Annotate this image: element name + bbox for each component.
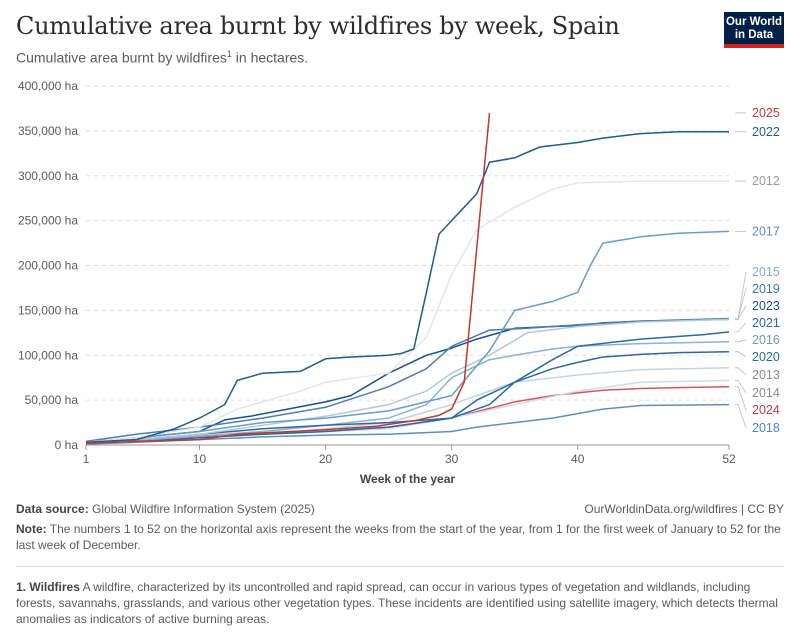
end-label-connector bbox=[735, 288, 747, 319]
series-line-2017[interactable] bbox=[85, 230, 730, 444]
series-line-2025[interactable] bbox=[85, 112, 491, 444]
source-text[interactable]: Global Wildfire Information System (2025… bbox=[88, 502, 315, 516]
series-line-2016[interactable] bbox=[85, 341, 730, 444]
grid-lines bbox=[86, 85, 729, 446]
end-label-connector bbox=[735, 305, 747, 320]
x-axis-ticks: 1 10 20 30 40 52 bbox=[83, 444, 736, 466]
series-label-2018[interactable]: 2018 bbox=[752, 421, 780, 435]
series-line-2012[interactable] bbox=[85, 180, 729, 444]
x-tick-label: 30 bbox=[445, 452, 459, 466]
series-label-2013[interactable]: 2013 bbox=[752, 368, 780, 382]
end-label-connector bbox=[735, 380, 747, 394]
series-label-2025[interactable]: 2025 bbox=[752, 106, 780, 120]
y-axis-ticks: 0 ha 50,000 ha 100,000 ha 150,000 ha 200,000… bbox=[18, 79, 78, 452]
series-label-2019[interactable]: 2019 bbox=[752, 282, 780, 296]
series-label-2023[interactable]: 2023 bbox=[752, 299, 780, 313]
logo-line-1: Our World bbox=[725, 16, 782, 28]
logo-line-2: in Data bbox=[734, 29, 774, 41]
series-label-2015[interactable]: 2015 bbox=[752, 265, 780, 279]
end-label-connector bbox=[735, 386, 747, 411]
series-label-2014[interactable]: 2014 bbox=[752, 386, 780, 400]
data-source: Data source: Global Wildfire Information… bbox=[16, 502, 784, 516]
footer-divider bbox=[16, 566, 784, 567]
series-lines[interactable] bbox=[85, 112, 730, 445]
series-line-2022[interactable] bbox=[85, 131, 729, 444]
y-tick-label: 50,000 ha bbox=[25, 393, 79, 407]
footnote-text: A wildfire, characterized by its uncontr… bbox=[16, 580, 778, 626]
series-label-2012[interactable]: 2012 bbox=[752, 174, 780, 188]
footnote-label: 1. Wildfires bbox=[16, 580, 80, 594]
y-tick-label: 300,000 ha bbox=[18, 169, 78, 183]
end-label-connector bbox=[735, 351, 747, 358]
x-tick-label: 52 bbox=[722, 452, 736, 466]
end-label-connector bbox=[735, 404, 747, 429]
x-tick-label: 40 bbox=[571, 452, 585, 466]
x-axis-label: Week of the year bbox=[360, 472, 455, 486]
series-label-2022[interactable]: 2022 bbox=[752, 125, 780, 139]
y-tick-label: 400,000 ha bbox=[18, 79, 78, 93]
series-label-2020[interactable]: 2020 bbox=[752, 350, 780, 364]
note-label: Note: bbox=[16, 522, 47, 536]
series-line-2013[interactable] bbox=[85, 367, 730, 444]
y-tick-label: 0 ha bbox=[55, 438, 79, 452]
owid-logo[interactable]: Our World in Data bbox=[724, 12, 784, 48]
end-label-connector bbox=[735, 322, 747, 333]
subtitle-suffix: in hectares. bbox=[231, 49, 309, 66]
chart-subtitle: Cumulative area burnt by wildfires1 in h… bbox=[16, 49, 308, 66]
x-tick-label: 10 bbox=[193, 452, 207, 466]
chart-title: Cumulative area burnt by wildfires by we… bbox=[16, 12, 620, 40]
series-line-2015[interactable] bbox=[85, 318, 730, 444]
note-text: The numbers 1 to 52 on the horizontal ax… bbox=[16, 522, 781, 552]
y-tick-label: 100,000 ha bbox=[18, 348, 78, 362]
y-tick-label: 350,000 ha bbox=[18, 124, 78, 138]
owid-link[interactable]: OurWorldinData.org/wildfires | CC BY bbox=[584, 502, 784, 516]
series-label-2017[interactable]: 2017 bbox=[752, 224, 780, 238]
x-tick-label: 20 bbox=[319, 452, 333, 466]
series-label-2024[interactable]: 2024 bbox=[752, 403, 780, 417]
x-tick-label: 1 bbox=[83, 452, 90, 466]
series-label-2021[interactable]: 2021 bbox=[752, 316, 780, 330]
source-label: Data source: bbox=[16, 502, 89, 516]
series-label-2016[interactable]: 2016 bbox=[752, 333, 780, 347]
chart-note: Note: The numbers 1 to 52 on the horizon… bbox=[16, 521, 784, 553]
footnote: 1. Wildfires A wildfire, characterized b… bbox=[16, 579, 784, 627]
end-label-connector bbox=[735, 367, 747, 376]
series-line-2018[interactable] bbox=[85, 403, 730, 445]
subtitle-text: Cumulative area burnt by wildfires bbox=[16, 49, 227, 66]
series-line-2019[interactable] bbox=[85, 317, 730, 443]
end-label-connector bbox=[735, 339, 747, 343]
y-tick-label: 150,000 ha bbox=[18, 303, 78, 317]
y-tick-label: 200,000 ha bbox=[18, 259, 78, 273]
line-chart[interactable]: 0 ha 50,000 ha 100,000 ha 150,000 ha 200,000… bbox=[0, 70, 800, 490]
series-line-2024[interactable] bbox=[85, 385, 730, 444]
end-labels[interactable]: 2025 2022 2012 2017 2015 2019 2023 2021 2016 2020… bbox=[735, 106, 780, 435]
footnote-ref[interactable]: 1 bbox=[226, 49, 232, 59]
y-tick-label: 250,000 ha bbox=[18, 214, 78, 228]
